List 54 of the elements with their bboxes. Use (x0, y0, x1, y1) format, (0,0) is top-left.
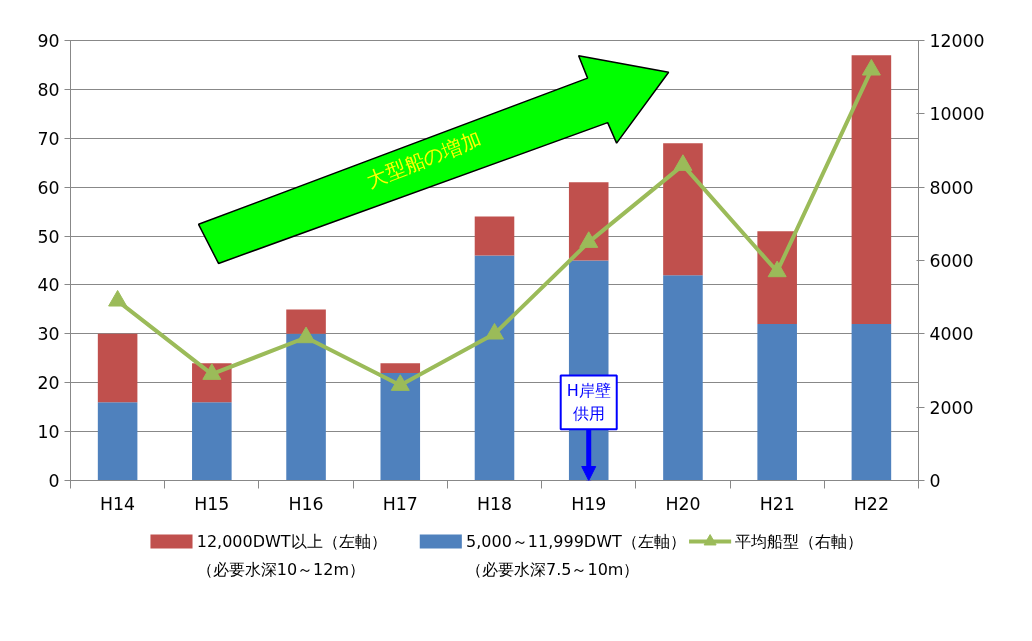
legend-label: 5,000～11,999DWT（左軸）（必要水深7.5～10m） (466, 531, 686, 579)
point (202, 363, 222, 380)
x-tick-label: H22 (853, 493, 889, 514)
y-tick-label: 30 (37, 324, 60, 345)
y2-tick-label: 4000 (929, 324, 974, 345)
y-tick-label: 20 (37, 373, 60, 394)
bar (97, 333, 138, 403)
y-tick-label: 10 (37, 422, 60, 443)
x-tick-label: H14 (100, 493, 136, 514)
y-tick-label: 70 (37, 128, 60, 149)
point (296, 326, 316, 344)
bar (474, 216, 515, 256)
y-tick-label: 50 (37, 226, 60, 247)
point (861, 58, 881, 76)
y-tick-label: 80 (37, 79, 60, 100)
y2-tick-label: 6000 (929, 251, 974, 271)
point (108, 289, 128, 307)
point (673, 154, 693, 171)
point (767, 260, 787, 278)
y2-tick-label: 8000 (929, 177, 974, 198)
point (579, 231, 599, 248)
annotation: H岸壁供用 (566, 381, 611, 424)
y-tick-label: 90 (37, 31, 60, 51)
y-tick-label: 60 (37, 177, 60, 198)
x-tick-label: H19 (571, 493, 607, 514)
legend-label: 12,000DWT以上（左軸）（必要水深10～12m） (196, 531, 387, 579)
point (485, 322, 504, 340)
x-tick-label: H16 (288, 493, 324, 514)
bar (663, 143, 703, 276)
bar (757, 324, 797, 481)
bar (380, 372, 421, 481)
bar (851, 55, 892, 325)
y2-tick-label: 2000 (929, 397, 974, 418)
bar (286, 333, 326, 481)
x-tick-label: H15 (194, 493, 230, 514)
y-tick-label: 40 (37, 275, 60, 296)
y2-tick-label: 10000 (929, 104, 985, 125)
legend-label: 平均船型（右軸） (735, 531, 864, 551)
annotation: 大型船の増加 (363, 126, 485, 193)
bar (851, 324, 892, 481)
x-tick-label: H20 (665, 493, 701, 514)
x-tick-label: H18 (476, 493, 513, 514)
bar (192, 402, 232, 481)
bar (663, 275, 703, 481)
bar (97, 402, 138, 481)
y-tick-label: 0 (48, 471, 60, 491)
point (390, 374, 410, 391)
x-tick-label: H21 (759, 493, 795, 514)
y2-tick-label: 0 (929, 471, 941, 491)
bar (286, 309, 326, 334)
y2-tick-label: 12000 (929, 31, 985, 51)
x-tick-label: H17 (382, 493, 418, 514)
bar (380, 363, 421, 373)
bar (474, 255, 515, 481)
